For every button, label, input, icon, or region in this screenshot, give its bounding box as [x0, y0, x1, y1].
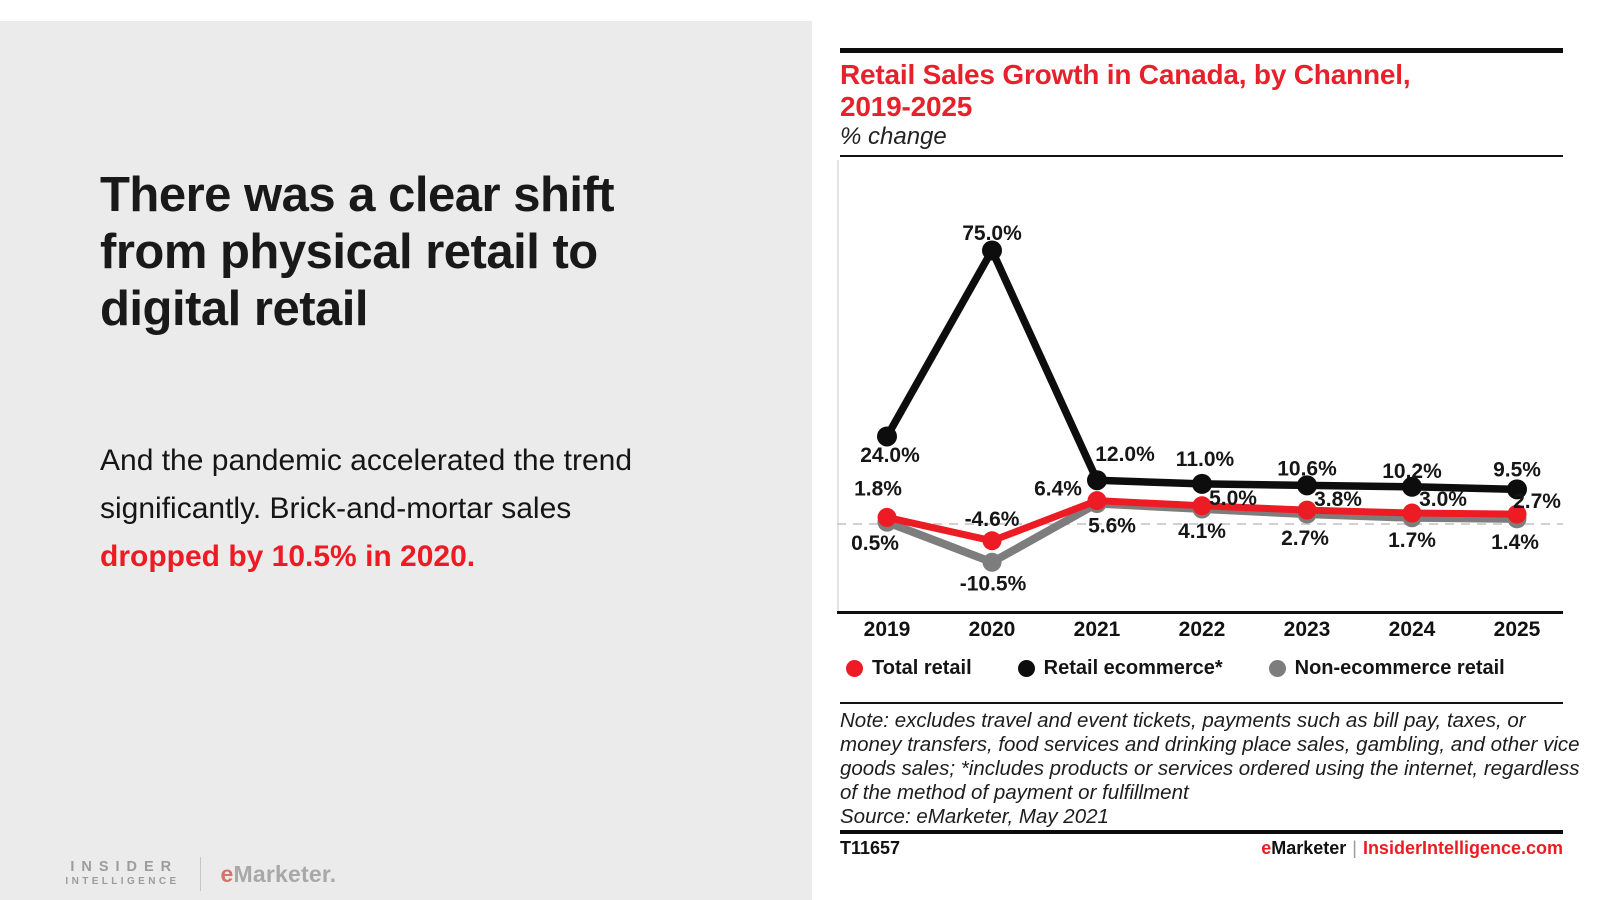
body-text-highlight: dropped by 10.5% in 2020. [100, 540, 476, 573]
data-label: 3.0% [1419, 488, 1467, 511]
page-title: There was a clear shift from physical re… [100, 167, 615, 338]
data-point [1507, 504, 1527, 524]
chart-legend: Total retail Retail ecommerce* Non-ecommer… [846, 657, 1505, 680]
chart-title-line: Retail Sales Growth in Canada, by Channe… [840, 59, 1411, 90]
data-label: 1.7% [1388, 529, 1436, 552]
note-line: Note: excludes travel and event tickets,… [840, 709, 1526, 732]
data-label: -4.6% [965, 508, 1020, 531]
data-label: 1.4% [1491, 531, 1539, 554]
data-point [982, 240, 1002, 261]
x-tick-label: 2024 [1389, 618, 1436, 641]
data-label: 1.8% [854, 477, 902, 500]
legend-dot-icon [846, 660, 863, 677]
note-line: goods sales; *includes products or servi… [840, 757, 1580, 780]
data-label: 11.0% [1176, 448, 1235, 471]
legend-item-1: Retail ecommerce* [1017, 657, 1223, 680]
footer-brand: eMarketer | InsiderIntelligence.com [1261, 838, 1563, 859]
legend-label: Retail ecommerce* [1043, 657, 1223, 679]
brand-logos: INSIDER INTELLIGENCE eMarketer. [62, 857, 336, 891]
data-point [1402, 503, 1422, 523]
chart-rule-bottom [840, 830, 1563, 834]
data-point [1087, 491, 1107, 511]
page-title-line: There was a clear shift [100, 168, 615, 222]
chart-rule-middle [840, 702, 1563, 704]
insider-logo-text: INSIDER [70, 859, 179, 875]
insider-intelligence-logo: INSIDER INTELLIGENCE [62, 859, 180, 889]
intelligence-logo-text: INTELLIGENCE [65, 876, 180, 887]
x-tick-label: 2020 [969, 618, 1016, 641]
legend-dot-icon [1017, 660, 1035, 677]
logo-divider [199, 857, 201, 891]
data-label: 4.1% [1178, 520, 1226, 543]
data-label: 9.5% [1493, 458, 1541, 481]
data-label: 3.8% [1314, 488, 1362, 511]
chart-note: Note: excludes travel and event tickets,… [840, 709, 1580, 829]
note-line: of the method of payment or fulfillment [840, 781, 1189, 804]
legend-label: Total retail [872, 657, 972, 679]
line-chart-plot: 1.8% -4.6% 6.4% 5.0% 3.8% 3.0% 2.7% 24.0% 75.0% 1… [837, 160, 1563, 641]
data-point [982, 531, 1002, 551]
data-label: 5.6% [1088, 515, 1136, 538]
data-label: 6.4% [1034, 478, 1082, 501]
emarketer-logo-rest: Marketer. [233, 860, 337, 887]
data-point [1297, 475, 1317, 496]
x-tick-label: 2023 [1284, 618, 1331, 641]
footer-site-link[interactable]: InsiderIntelligence.com [1362, 838, 1563, 858]
legend-item-2: Non-ecommerce retail [1268, 657, 1505, 680]
data-label: 75.0% [962, 222, 1022, 245]
source-line: Source: eMarketer, May 2021 [840, 805, 1109, 828]
data-point [1192, 473, 1212, 494]
chart-title: Retail Sales Growth in Canada, by Channe… [840, 59, 1411, 123]
footer-emarketer-rest: Marketer [1271, 838, 1347, 858]
data-point [1402, 476, 1422, 497]
chart-footer: T11657 eMarketer | InsiderIntelligence.com [840, 838, 1563, 859]
data-label: 5.0% [1209, 487, 1257, 510]
body-text: And the pandemic accelerated the trend s… [100, 437, 632, 581]
left-panel: There was a clear shift from physical re… [0, 21, 812, 900]
legend-label: Non-ecommerce retail [1294, 657, 1505, 679]
emarketer-logo: eMarketer. [221, 861, 337, 888]
data-point [877, 507, 897, 527]
page-title-line: digital retail [100, 282, 369, 336]
footer-emarketer-e: e [1261, 838, 1272, 858]
data-label: 0.5% [851, 532, 899, 555]
data-label: 12.0% [1095, 443, 1155, 466]
footer-separator: | [1352, 838, 1357, 858]
chart-title-line: 2019-2025 [840, 91, 973, 122]
page-title-line: from physical retail to [100, 225, 598, 279]
data-label: 2.7% [1513, 490, 1561, 513]
body-text-line: significantly. Brick-and-mortar sales [100, 492, 572, 525]
chart-top-bar [840, 48, 1563, 53]
chart-subtitle: % change [840, 123, 947, 150]
legend-dot-icon [1268, 660, 1286, 677]
legend-item-0: Total retail [846, 657, 972, 680]
data-label: 24.0% [860, 444, 920, 467]
data-label: -10.5% [960, 572, 1027, 595]
emarketer-logo-e: e [220, 860, 234, 887]
data-point [1507, 479, 1527, 500]
data-point [1087, 470, 1107, 491]
data-label: 10.6% [1277, 457, 1337, 480]
chart-rule-top [840, 155, 1563, 157]
data-label: 10.2% [1382, 460, 1442, 483]
data-point [877, 426, 897, 447]
data-point [982, 552, 1002, 572]
data-point [1192, 496, 1212, 516]
body-text-line: And the pandemic accelerated the trend [100, 444, 633, 477]
x-tick-label: 2021 [1074, 618, 1121, 641]
data-point [1297, 500, 1317, 520]
x-tick-label: 2022 [1179, 618, 1226, 641]
x-tick-label: 2025 [1494, 618, 1541, 641]
x-tick-label: 2019 [864, 618, 911, 641]
note-line: money transfers, food services and drink… [840, 733, 1580, 756]
data-label: 2.7% [1281, 527, 1329, 550]
chart-id: T11657 [840, 838, 901, 858]
